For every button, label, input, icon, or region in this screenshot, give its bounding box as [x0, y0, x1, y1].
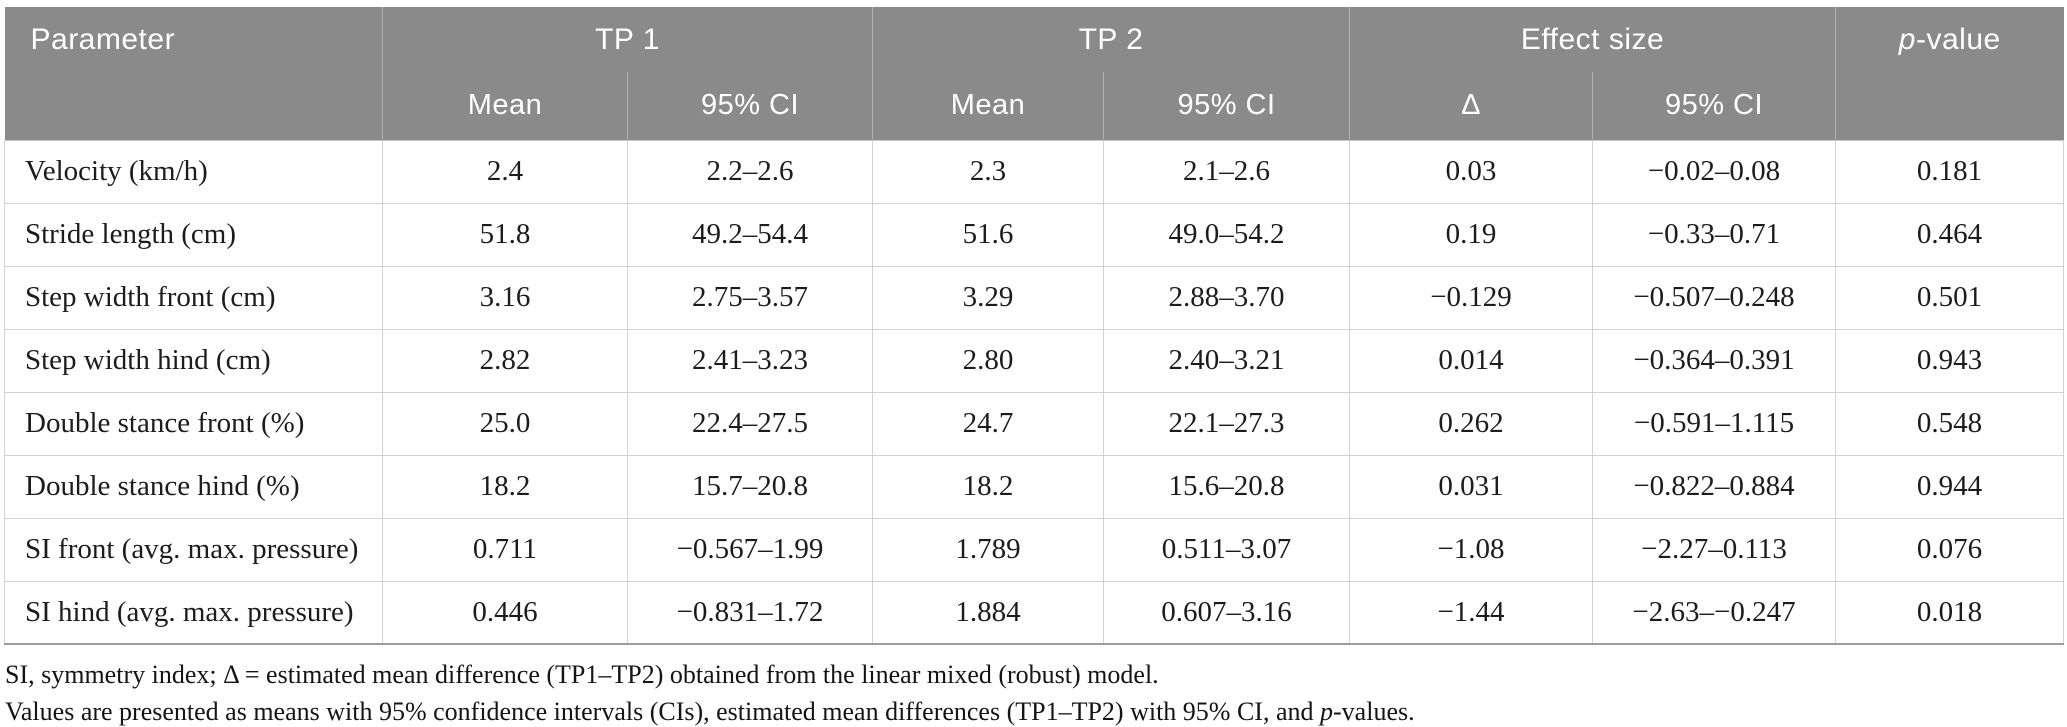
- table-header: Parameter TP 1 TP 2 Effect size p-value …: [4, 7, 2064, 140]
- data-cell: 0.03: [1349, 139, 1593, 204]
- data-cell: 0.944: [1835, 454, 2064, 519]
- data-cell: −0.567–1.99: [627, 517, 873, 582]
- data-cell: 49.2–54.4: [627, 202, 873, 267]
- data-cell: −1.44: [1349, 580, 1593, 645]
- data-cell: 1.789: [872, 517, 1104, 582]
- data-cell: 0.19: [1349, 202, 1593, 267]
- data-cell: 51.6: [872, 202, 1104, 267]
- data-cell: −1.08: [1349, 517, 1593, 582]
- row-parameter: Double stance front (%): [4, 391, 383, 456]
- data-cell: −0.33–0.71: [1592, 202, 1836, 267]
- data-cell: 2.4: [382, 139, 628, 204]
- data-cell: 15.6–20.8: [1103, 454, 1350, 519]
- row-parameter: Double stance hind (%): [4, 454, 383, 519]
- column-header-delta: Δ: [1349, 72, 1593, 140]
- table-footnotes: SI, symmetry index; Δ = estimated mean d…: [5, 656, 2063, 727]
- data-cell: −0.364–0.391: [1592, 328, 1836, 393]
- column-header-tp1-mean: Mean: [382, 72, 628, 140]
- row-parameter: Step width hind (cm): [4, 328, 383, 393]
- table-row: Double stance front (%) 25.0 22.4–27.5 2…: [4, 391, 2064, 456]
- data-cell: −2.63–−0.247: [1592, 580, 1836, 645]
- table-row: Double stance hind (%) 18.2 15.7–20.8 18…: [4, 454, 2064, 519]
- column-header-tp1-ci: 95% CI: [627, 72, 873, 140]
- data-cell: 22.4–27.5: [627, 391, 873, 456]
- data-cell: 0.464: [1835, 202, 2064, 267]
- table-row: Stride length (cm) 51.8 49.2–54.4 51.6 4…: [4, 202, 2064, 267]
- row-parameter: SI hind (avg. max. pressure): [4, 580, 383, 645]
- data-cell: 0.501: [1835, 265, 2064, 330]
- p-value-italic-part: p: [1898, 23, 1916, 56]
- row-parameter: Velocity (km/h): [4, 139, 383, 204]
- column-header-tp2-ci: 95% CI: [1103, 72, 1350, 140]
- data-cell: 2.82: [382, 328, 628, 393]
- table-row: SI hind (avg. max. pressure) 0.446 −0.83…: [4, 580, 2064, 645]
- data-cell: 0.711: [382, 517, 628, 582]
- footnote-line-2-pre: Values are presented as means with 95% c…: [5, 697, 1321, 726]
- row-parameter: Stride length (cm): [4, 202, 383, 267]
- data-cell: 2.88–3.70: [1103, 265, 1350, 330]
- data-cell: 2.80: [872, 328, 1104, 393]
- column-header-tp2-mean: Mean: [872, 72, 1104, 140]
- data-cell: 3.29: [872, 265, 1104, 330]
- data-cell: 0.511–3.07: [1103, 517, 1350, 582]
- statistics-table: Parameter TP 1 TP 2 Effect size p-value …: [4, 7, 2064, 645]
- data-cell: −0.831–1.72: [627, 580, 873, 645]
- footnote-line-2: Values are presented as means with 95% c…: [5, 693, 2063, 727]
- data-cell: 18.2: [872, 454, 1104, 519]
- data-cell: 0.076: [1835, 517, 2064, 582]
- data-cell: 0.031: [1349, 454, 1593, 519]
- data-cell: 0.548: [1835, 391, 2064, 456]
- column-group-tp2: TP 2: [872, 7, 1350, 72]
- data-cell: 2.2–2.6: [627, 139, 873, 204]
- data-cell: −0.02–0.08: [1592, 139, 1836, 204]
- data-cell: 0.607–3.16: [1103, 580, 1350, 645]
- data-cell: 3.16: [382, 265, 628, 330]
- data-cell: 22.1–27.3: [1103, 391, 1350, 456]
- table-row: Velocity (km/h) 2.4 2.2–2.6 2.3 2.1–2.6 …: [4, 139, 2064, 204]
- row-parameter: Step width front (cm): [4, 265, 383, 330]
- column-header-parameter: Parameter: [4, 7, 383, 140]
- data-cell: −0.507–0.248: [1592, 265, 1836, 330]
- p-value-rest-part: -value: [1915, 23, 2001, 56]
- data-cell: 24.7: [872, 391, 1104, 456]
- data-cell: 2.3: [872, 139, 1104, 204]
- data-cell: 2.41–3.23: [627, 328, 873, 393]
- footnote-line-2-post: -values.: [1333, 697, 1415, 726]
- row-parameter: SI front (avg. max. pressure): [4, 517, 383, 582]
- data-cell: 0.014: [1349, 328, 1593, 393]
- data-cell: 25.0: [382, 391, 628, 456]
- data-cell: 0.446: [382, 580, 628, 645]
- column-header-effect-ci: 95% CI: [1592, 72, 1836, 140]
- table-row: Step width hind (cm) 2.82 2.41–3.23 2.80…: [4, 328, 2064, 393]
- table-row: Step width front (cm) 3.16 2.75–3.57 3.2…: [4, 265, 2064, 330]
- header-group-row: Parameter TP 1 TP 2 Effect size p-value: [4, 7, 2064, 140]
- data-cell: −0.129: [1349, 265, 1593, 330]
- column-group-tp1: TP 1: [382, 7, 873, 72]
- data-cell: 0.262: [1349, 391, 1593, 456]
- data-cell: 18.2: [382, 454, 628, 519]
- data-cell: 1.884: [872, 580, 1104, 645]
- data-cell: −0.822–0.884: [1592, 454, 1836, 519]
- column-group-effect-size: Effect size: [1349, 7, 1836, 72]
- footnote-line-1: SI, symmetry index; Δ = estimated mean d…: [5, 660, 1159, 689]
- footnote-p-italic: p: [1320, 697, 1334, 726]
- data-cell: 2.1–2.6: [1103, 139, 1350, 204]
- table-row: SI front (avg. max. pressure) 0.711 −0.5…: [4, 517, 2064, 582]
- data-cell: −2.27–0.113: [1592, 517, 1836, 582]
- column-header-p-value: p-value: [1835, 7, 2064, 140]
- data-cell: 0.943: [1835, 328, 2064, 393]
- data-cell: 49.0–54.2: [1103, 202, 1350, 267]
- data-cell: 51.8: [382, 202, 628, 267]
- table-body: Velocity (km/h) 2.4 2.2–2.6 2.3 2.1–2.6 …: [4, 139, 2064, 645]
- data-cell: 15.7–20.8: [627, 454, 873, 519]
- data-cell: 0.181: [1835, 139, 2064, 204]
- data-cell: 2.40–3.21: [1103, 328, 1350, 393]
- data-cell: 0.018: [1835, 580, 2064, 645]
- data-cell: −0.591–1.115: [1592, 391, 1836, 456]
- header-sub-row: Mean 95% CI Mean 95% CI Δ 95% CI: [5, 72, 2064, 140]
- data-cell: 2.75–3.57: [627, 265, 873, 330]
